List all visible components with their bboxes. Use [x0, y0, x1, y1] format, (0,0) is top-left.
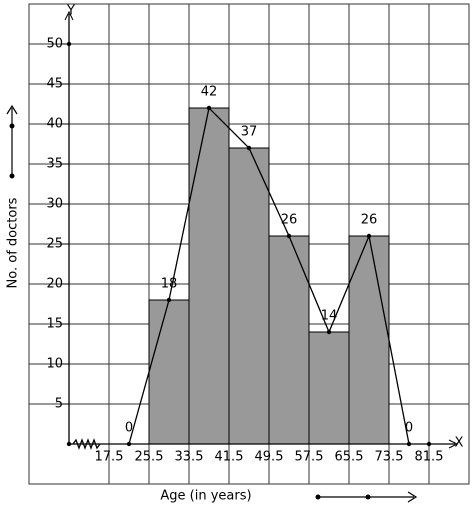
data-label: 14 [321, 309, 338, 324]
y-tick-label: 40 [46, 117, 63, 132]
data-label: 18 [161, 277, 178, 292]
y-tick-label: 15 [46, 317, 63, 332]
x-tick-label: 57.5 [295, 450, 324, 465]
data-label: 37 [241, 125, 258, 140]
y-arrow [6, 104, 18, 179]
data-label: 26 [361, 213, 378, 228]
polygon-point [166, 297, 172, 303]
y-tick-label: 25 [46, 237, 63, 252]
x-tick-label: 49.5 [255, 450, 284, 465]
y-axis-name: Y [66, 4, 75, 19]
x-arrow [315, 491, 418, 503]
histogram-bar [148, 299, 190, 445]
x-tick-label: 33.5 [175, 450, 204, 465]
y-tick-label: 20 [46, 277, 63, 292]
y-tick-label: 5 [55, 397, 63, 412]
histogram-bar [308, 331, 350, 445]
origin-dot [66, 441, 72, 447]
y-tick-label: 50 [46, 37, 63, 52]
polygon-point [206, 105, 212, 111]
x-end-dot [426, 441, 432, 447]
polygon-point [326, 329, 332, 335]
x-tick-label: 25.5 [135, 450, 164, 465]
y-axis-label: No. of doctors [6, 197, 21, 288]
polygon-point [366, 233, 372, 239]
x-tick-label: 81.5 [415, 450, 444, 465]
polygon-point [406, 441, 412, 447]
y-tick-label: 35 [46, 157, 63, 172]
y-tick-label: 10 [46, 357, 63, 372]
polygon-point [286, 233, 292, 239]
x-tick-label: 17.5 [95, 450, 124, 465]
x-axis-name: X [455, 436, 464, 451]
frequency-polygon [128, 106, 410, 445]
histogram-bar [228, 147, 270, 445]
data-label: 0 [125, 421, 133, 436]
y-tick-label: 30 [46, 197, 63, 212]
polygon-point [246, 145, 252, 151]
x-tick-label: 73.5 [375, 450, 404, 465]
histogram-bar [268, 235, 310, 445]
x-axis-arrow [448, 439, 459, 449]
y-tick-label: 45 [46, 77, 63, 92]
histogram-bar [188, 107, 230, 445]
data-label: 0 [405, 421, 413, 436]
x-tick-label: 41.5 [215, 450, 244, 465]
y-axis-arrow [64, 10, 74, 21]
data-label: 26 [281, 213, 298, 228]
histogram-bar [348, 235, 390, 445]
axis-break [72, 438, 101, 450]
x-axis-label: Age (in years) [160, 489, 251, 504]
x-tick-label: 65.5 [335, 450, 364, 465]
y-end-dot [66, 41, 72, 47]
polygon-point [126, 441, 132, 447]
data-label: 42 [201, 85, 218, 100]
